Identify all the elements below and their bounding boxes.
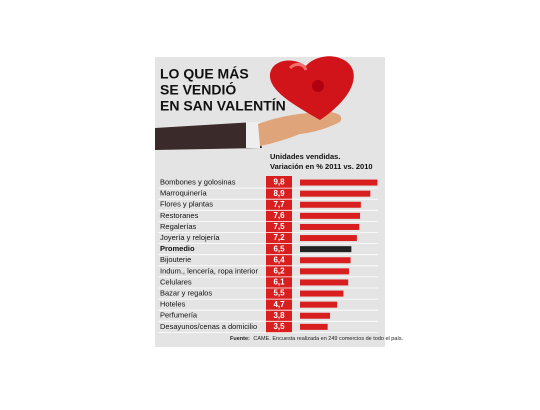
bar (300, 290, 344, 297)
subtitle-line: Variación en % 2011 vs. 2010 (270, 162, 373, 171)
category-label: Bombones y golosinas (160, 178, 236, 187)
source-text: CAME. Encuesta realizada en 249 comercio… (253, 336, 403, 342)
bar (300, 323, 328, 330)
value-label: 7,7 (273, 200, 285, 209)
value-label: 6,2 (273, 266, 285, 275)
category-label: Promedio (160, 244, 195, 253)
bar (300, 212, 361, 219)
value-label: 3,5 (273, 322, 285, 331)
hand (258, 112, 342, 146)
bar (300, 235, 357, 242)
bar (300, 312, 331, 319)
bar (300, 257, 351, 264)
value-label: 6,1 (273, 278, 285, 287)
bar (300, 201, 361, 208)
bar (300, 279, 349, 286)
subtitle: Unidades vendidas.Variación en % 2011 vs… (270, 152, 373, 171)
title-line: LO QUE MÁS (160, 66, 249, 82)
value-label: 9,8 (273, 178, 285, 187)
category-label: Perfumería (160, 311, 198, 320)
category-label: Bijouterie (160, 255, 191, 264)
category-label: Marroquinería (160, 189, 208, 198)
bar (300, 223, 360, 230)
value-label: 3,8 (273, 311, 285, 320)
category-label: Hoteles (160, 300, 186, 309)
title-line: SE VENDIÓ (160, 81, 236, 98)
category-label: Restoranes (160, 211, 199, 220)
category-label: Flores y plantas (160, 200, 213, 209)
subtitle-line: Unidades vendidas. (270, 152, 340, 161)
bar (300, 190, 371, 197)
heart-shine (288, 62, 308, 71)
title-line: EN SAN VALENTÍN (160, 98, 286, 114)
category-label: Regalerías (160, 222, 197, 231)
category-label: Indum., lencería, ropa interior (160, 266, 258, 275)
sleeve (155, 122, 262, 150)
value-label: 6,5 (273, 244, 285, 253)
bar (300, 246, 352, 253)
source: Fuente: CAME. Encuesta realizada en 249 … (230, 336, 404, 342)
bow (312, 80, 324, 92)
value-label: 4,7 (273, 300, 285, 309)
category-label: Bazar y regalos (160, 289, 212, 298)
value-label: 7,5 (273, 222, 285, 231)
bar (300, 301, 338, 308)
rows: Bombones y golosinas 9,8 Marroquinería 8,9 F… (158, 178, 378, 333)
bar (300, 179, 378, 186)
category-label: Desayunos/cenas a domicilio (160, 322, 257, 331)
category-label: Celulares (160, 277, 192, 286)
value-label: 7,6 (273, 211, 285, 220)
cuff (246, 122, 260, 148)
value-label: 8,9 (273, 189, 285, 198)
bar (300, 268, 349, 275)
heart (269, 56, 354, 120)
value-label: 5,5 (273, 289, 285, 298)
value-label: 7,2 (273, 233, 285, 242)
category-label: Joyería y relojería (160, 233, 220, 242)
source-label: Fuente: (230, 336, 250, 342)
value-label: 6,4 (273, 255, 285, 264)
